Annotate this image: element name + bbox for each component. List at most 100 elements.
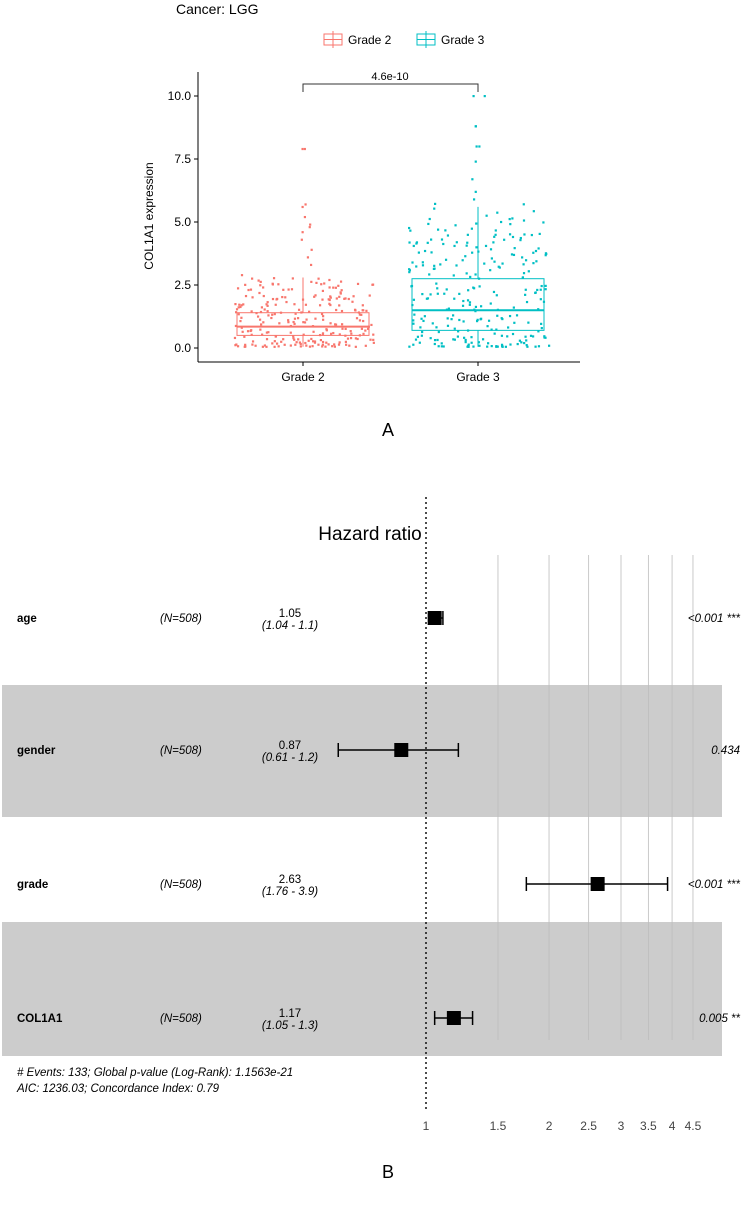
jitter-point [282, 338, 285, 341]
jitter-point [496, 211, 499, 214]
jitter-point [521, 256, 524, 259]
jitter-point [313, 295, 316, 298]
jitter-point [335, 308, 338, 312]
jitter-point [337, 343, 341, 346]
hr-point [394, 743, 409, 757]
x-tick-label: 4.5 [685, 1119, 702, 1133]
jitter-point [234, 302, 237, 306]
jitter-point [275, 342, 279, 345]
jitter-point [489, 269, 492, 272]
jitter-point [445, 308, 449, 311]
jitter-point [240, 326, 243, 329]
jitter-point [320, 312, 324, 316]
y-tick-label: 5.0 [174, 215, 191, 229]
jitter-point [296, 317, 300, 320]
jitter-point [335, 297, 338, 300]
row-n: (N=508) [160, 745, 202, 757]
jitter-point [358, 319, 362, 322]
jitter-point [271, 297, 275, 301]
jitter-point [349, 330, 352, 333]
jitter-point [262, 286, 265, 289]
jitter-point [236, 345, 240, 348]
jitter-point [259, 280, 262, 283]
jitter-point [364, 344, 367, 347]
jitter-point [339, 280, 343, 283]
row-hr: 2.63 [279, 874, 301, 886]
jitter-point [358, 334, 361, 337]
row-ci: (1.76 - 3.9) [262, 886, 318, 898]
jitter-point [302, 333, 305, 336]
jitter-point [275, 298, 278, 301]
jitter-point [524, 293, 527, 296]
jitter-point [262, 294, 265, 298]
jitter-point [329, 296, 332, 299]
jitter-point [308, 310, 311, 313]
jitter-point [263, 344, 267, 347]
outlier-point [304, 203, 307, 206]
jitter-point [340, 309, 344, 313]
jitter-point [508, 217, 511, 221]
jitter-point [235, 311, 238, 314]
y-tick-label: 10.0 [168, 89, 192, 103]
jitter-point [525, 300, 529, 304]
jitter-point [312, 330, 315, 333]
y-tick-label: 0.0 [174, 341, 191, 355]
y-tick-label: 2.5 [174, 278, 191, 292]
jitter-point [332, 331, 335, 335]
jitter-point [356, 337, 359, 341]
jitter-point [355, 317, 359, 320]
jitter-point [539, 298, 542, 301]
jitter-point [475, 246, 478, 249]
jitter-point [329, 295, 332, 298]
jitter-point [420, 317, 423, 320]
jitter-point [300, 311, 303, 314]
jitter-point [251, 296, 254, 299]
jitter-point [515, 314, 519, 317]
jitter-point [347, 297, 350, 301]
jitter-point [415, 241, 419, 244]
jitter-point [251, 277, 254, 280]
jitter-point [321, 289, 325, 293]
row-band [2, 685, 722, 817]
jitter-point [308, 345, 312, 348]
jitter-point [468, 303, 471, 306]
jitter-point [273, 340, 276, 343]
jitter-point [430, 238, 433, 241]
jitter-point [503, 238, 506, 241]
jitter-point [534, 291, 537, 295]
jitter-point [431, 322, 434, 325]
jitter-point [537, 308, 540, 311]
jitter-point [475, 320, 479, 323]
box-iqr [236, 312, 370, 336]
jitter-point [470, 227, 473, 230]
jitter-point [429, 293, 432, 296]
jitter-point [466, 241, 469, 244]
jitter-point [421, 264, 425, 267]
jitter-point [303, 321, 307, 324]
jitter-point [412, 298, 416, 301]
jitter-point [277, 345, 280, 348]
forest-footer-aic: AIC: 1236.03; Concordance Index: 0.79 [16, 1083, 220, 1095]
jitter-point [492, 241, 495, 244]
jitter-point [532, 251, 535, 254]
jitter-point [305, 344, 308, 347]
jitter-point [310, 280, 313, 283]
jitter-point [462, 299, 465, 303]
jitter-point [271, 342, 274, 345]
jitter-point [337, 284, 340, 287]
jitter-point [473, 287, 476, 290]
jitter-point [251, 340, 255, 343]
jitter-point [265, 331, 268, 334]
jitter-point [522, 263, 525, 266]
jitter-point [361, 304, 364, 307]
jitter-point [372, 341, 375, 344]
jitter-point [478, 344, 481, 347]
jitter-point [273, 312, 276, 316]
jitter-point [495, 294, 498, 297]
jitter-point [344, 340, 347, 343]
jitter-point [511, 217, 514, 220]
jitter-point [478, 285, 481, 288]
jitter-point [453, 327, 456, 330]
legend-key-grade3 [416, 31, 436, 48]
jitter-point [433, 267, 436, 270]
